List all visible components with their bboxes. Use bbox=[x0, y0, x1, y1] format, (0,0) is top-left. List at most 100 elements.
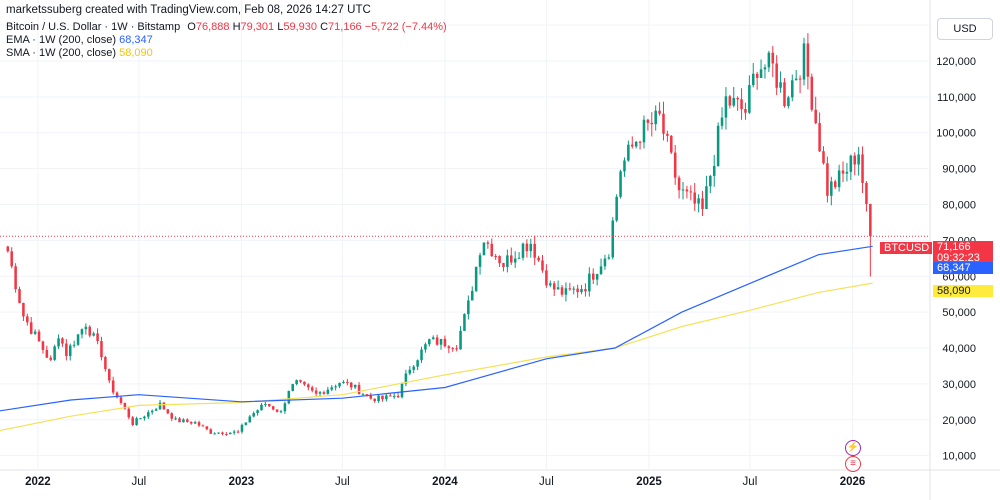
candle-body bbox=[154, 409, 158, 411]
candle-body bbox=[681, 189, 685, 191]
candle-body bbox=[412, 366, 415, 370]
candle-body bbox=[76, 334, 80, 345]
chart-credit: marketssuberg created with TradingView.c… bbox=[6, 4, 371, 16]
candle-body bbox=[326, 389, 330, 394]
candle-body bbox=[240, 424, 244, 432]
candle-body bbox=[666, 133, 669, 136]
ema-value: 68,347 bbox=[119, 34, 153, 46]
candle-body bbox=[150, 410, 154, 413]
candle-body bbox=[287, 390, 291, 404]
sma-legend[interactable]: SMA · 1W (200, close) 58,090 bbox=[6, 46, 153, 60]
candle-body bbox=[455, 348, 458, 350]
candle-body bbox=[787, 97, 790, 107]
candle-body bbox=[135, 418, 138, 425]
candle-body bbox=[299, 380, 302, 382]
candle-body bbox=[310, 387, 314, 391]
high-label: H bbox=[232, 21, 241, 33]
sma-label: SMA · 1W (200, close) bbox=[6, 47, 117, 59]
candle-body bbox=[431, 337, 435, 340]
y-tick-label: 120,000 bbox=[936, 56, 976, 68]
candle-body bbox=[221, 432, 224, 435]
candle-body bbox=[389, 395, 392, 397]
candle-body bbox=[178, 418, 181, 423]
candle-body bbox=[818, 123, 821, 152]
candle-body bbox=[459, 330, 462, 350]
candle-body bbox=[404, 373, 408, 384]
y-tick-label: 40,000 bbox=[942, 343, 976, 355]
candle-body bbox=[740, 99, 743, 110]
candle-body bbox=[549, 283, 552, 286]
candle-body bbox=[814, 109, 817, 124]
candle-body bbox=[806, 43, 810, 77]
candle-body bbox=[104, 357, 107, 370]
x-tick-label: 2025 bbox=[636, 476, 662, 488]
candle-body bbox=[392, 395, 396, 397]
candle-body bbox=[857, 154, 860, 165]
high-value: 79,301 bbox=[240, 21, 275, 33]
candle-body bbox=[318, 392, 322, 394]
candle-body bbox=[193, 422, 197, 424]
candle-body bbox=[599, 266, 603, 275]
candle-body bbox=[283, 403, 287, 412]
candle-body bbox=[447, 346, 451, 349]
candle-body bbox=[474, 266, 478, 291]
candle-body bbox=[26, 316, 29, 323]
candle-body bbox=[443, 338, 447, 347]
candle-body bbox=[794, 78, 798, 81]
candle-body bbox=[201, 425, 205, 427]
candle-body bbox=[236, 431, 240, 433]
candle-body bbox=[541, 260, 544, 271]
candle-body bbox=[771, 52, 775, 64]
candle-body bbox=[88, 326, 92, 336]
candle-body bbox=[182, 419, 185, 423]
candle-body bbox=[627, 144, 630, 161]
candle-body bbox=[408, 369, 412, 374]
candle-body bbox=[271, 406, 275, 410]
bar-countdown: 09:32:23 bbox=[937, 252, 980, 264]
candle-body bbox=[685, 189, 689, 192]
candle-body bbox=[396, 395, 400, 398]
candle-body bbox=[529, 243, 533, 252]
candle-body bbox=[779, 82, 782, 88]
candle-body bbox=[205, 426, 209, 430]
candle-body bbox=[830, 181, 833, 196]
ema-legend[interactable]: EMA · 1W (200, close) 68,347 bbox=[6, 33, 153, 47]
candle-body bbox=[365, 394, 369, 396]
time-axis[interactable]: 2022 Jul 2023 Jul 2024 Jul 2025 Jul 2026 bbox=[25, 476, 865, 488]
candle-body bbox=[435, 337, 439, 345]
candle-body bbox=[420, 349, 423, 361]
candle-body bbox=[810, 76, 814, 110]
candle-body bbox=[697, 198, 700, 204]
candle-body bbox=[295, 380, 298, 385]
candle-body bbox=[6, 246, 10, 252]
candle-body bbox=[673, 152, 677, 178]
candle-body bbox=[502, 263, 505, 267]
candle-body bbox=[303, 381, 306, 385]
candle-body bbox=[584, 289, 587, 292]
candle-body bbox=[517, 257, 521, 259]
candle-body bbox=[268, 403, 271, 407]
ema-price-tag: 68,347 bbox=[933, 262, 993, 274]
candle-body bbox=[619, 171, 622, 197]
candle-body bbox=[615, 196, 618, 221]
candle-body bbox=[80, 329, 84, 335]
candle-body bbox=[123, 402, 127, 409]
open-label: O bbox=[187, 21, 196, 33]
candle-body bbox=[478, 255, 482, 267]
candle-body bbox=[349, 382, 353, 388]
candle-body bbox=[763, 67, 767, 70]
ema-label: EMA · 1W (200, close) bbox=[6, 34, 117, 46]
candle-body bbox=[162, 402, 166, 410]
candle-body bbox=[131, 417, 134, 425]
us-flag-icon[interactable]: ≡ bbox=[845, 456, 861, 472]
candle-body bbox=[68, 345, 72, 356]
candle-body bbox=[248, 416, 252, 423]
sma-value: 58,090 bbox=[119, 47, 153, 59]
currency-button[interactable]: USD bbox=[937, 18, 993, 40]
candle-body bbox=[572, 288, 575, 290]
lightning-icon[interactable]: ⚡ bbox=[845, 440, 861, 456]
candle-body bbox=[861, 154, 864, 183]
candle-body bbox=[45, 349, 49, 358]
candle-body bbox=[232, 431, 236, 433]
